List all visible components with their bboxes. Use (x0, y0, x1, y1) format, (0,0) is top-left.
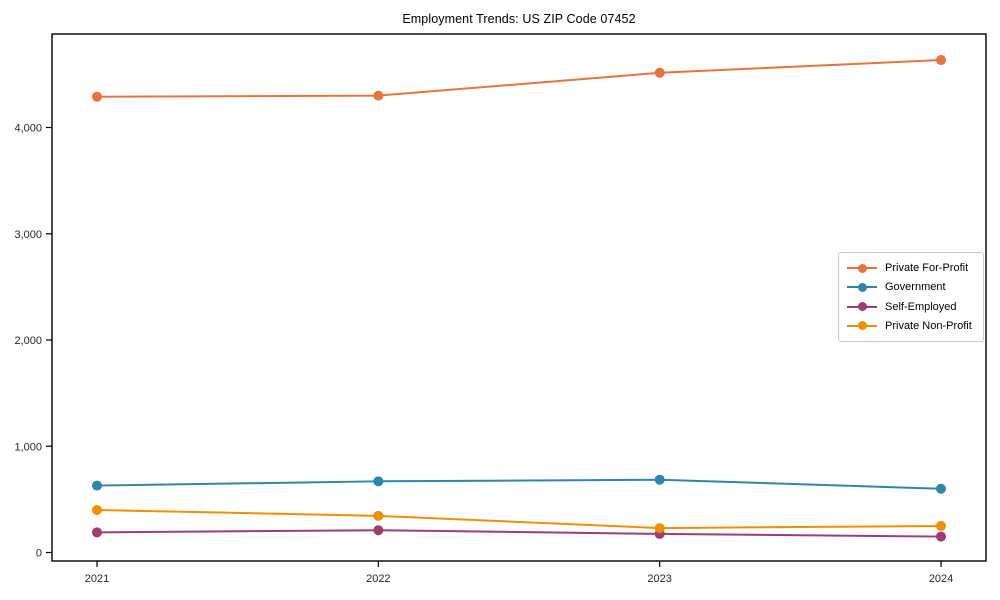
data-point-marker (373, 90, 384, 101)
data-point-marker (92, 91, 102, 102)
series-line (96, 478, 942, 490)
x-tick-label: 2021 (85, 573, 109, 585)
x-tick-label: 2023 (647, 573, 671, 585)
legend-item-private-for-profit: Private For-Profit (847, 259, 975, 277)
y-tick-label: 3,000 (14, 229, 42, 241)
y-tick-label: 4,000 (14, 123, 42, 135)
series-private-for-profit (92, 55, 946, 102)
legend-item-government: Government (847, 278, 975, 296)
series-private-non-profit (92, 505, 946, 534)
data-point-marker (92, 527, 102, 538)
y-tick-label: 2,000 (14, 335, 42, 347)
legend-label: Government (885, 281, 946, 294)
series-line (96, 59, 942, 98)
legend-item-self-employed: Self-Employed (847, 298, 975, 316)
x-tick-label: 2022 (366, 573, 390, 585)
legend: Private For-Profit Government Self-Emplo… (838, 252, 984, 342)
plot-border (51, 33, 987, 562)
data-point-marker (936, 520, 946, 531)
x-axis: 2021 2022 2023 2024 (85, 561, 953, 585)
legend-marker-icon (847, 263, 877, 273)
data-point-marker (373, 525, 384, 536)
series-government (92, 474, 946, 494)
data-point-marker (936, 483, 946, 494)
series-line (96, 509, 942, 530)
legend-label: Private Non-Profit (885, 319, 972, 332)
legend-marker-icon (847, 302, 877, 312)
y-axis: 0 1,000 2,000 3,000 4,000 (14, 123, 52, 560)
data-point-marker (373, 476, 384, 487)
data-point-marker (92, 480, 102, 491)
data-point-marker (936, 55, 946, 66)
series-line (96, 529, 942, 538)
data-point-marker (936, 531, 946, 542)
legend-marker-icon (847, 321, 877, 331)
data-point-marker (654, 523, 665, 534)
y-tick-label: 1,000 (14, 441, 42, 453)
legend-item-private-non-profit: Private Non-Profit (847, 317, 975, 335)
x-tick-label: 2024 (929, 573, 953, 585)
chart-title: Employment Trends: US ZIP Code 07452 (402, 12, 636, 26)
legend-label: Self-Employed (885, 300, 957, 313)
data-point-marker (373, 510, 384, 521)
data-point-marker (92, 505, 102, 515)
legend-label: Private For-Profit (885, 262, 969, 274)
y-tick-label: 0 (36, 548, 42, 560)
legend-marker-icon (847, 282, 877, 292)
data-point-marker (654, 67, 665, 78)
data-point-marker (654, 474, 665, 485)
